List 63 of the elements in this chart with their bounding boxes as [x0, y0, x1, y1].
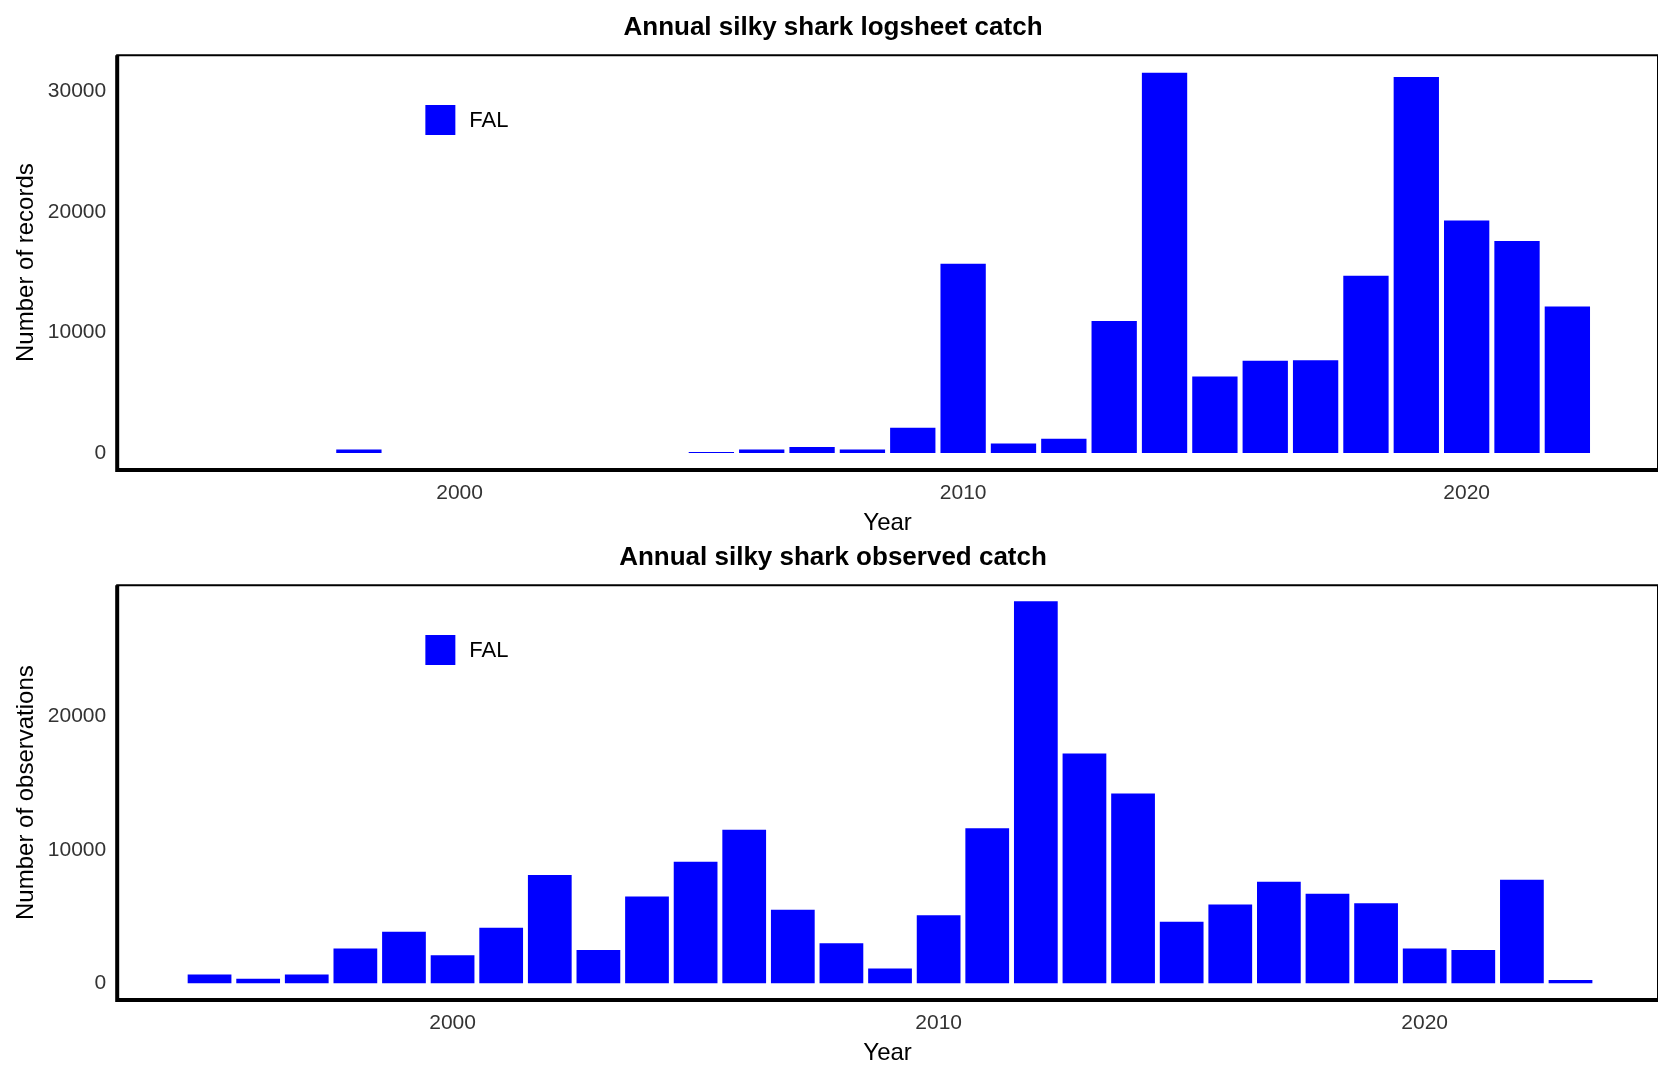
- bar: [284, 974, 329, 984]
- bar: [916, 915, 961, 984]
- bar: [1494, 240, 1540, 454]
- bar: [430, 955, 475, 984]
- bar: [1013, 601, 1058, 984]
- legend-label: FAL: [469, 107, 509, 133]
- chart-title: Annual silky shark observed catch: [619, 540, 1047, 571]
- bar: [1354, 903, 1398, 984]
- bar: [1192, 376, 1238, 454]
- x-tick-label: 2000: [436, 480, 483, 504]
- bar: [1159, 921, 1204, 984]
- bar: [1451, 949, 1496, 984]
- x-axis-title: Year: [863, 508, 912, 536]
- bar: [940, 263, 986, 454]
- x-axis-title: Year: [863, 1038, 912, 1066]
- bar: [673, 861, 718, 984]
- bar: [479, 927, 524, 984]
- bar: [625, 896, 669, 984]
- x-tick-label: 2010: [915, 1010, 962, 1034]
- legend-label: FAL: [469, 637, 509, 663]
- bar: [1402, 948, 1447, 984]
- bar: [1393, 76, 1439, 454]
- chart-title: Annual silky shark logsheet catch: [623, 10, 1043, 41]
- bar: [576, 949, 621, 984]
- bar: [868, 968, 912, 984]
- bar: [333, 948, 378, 984]
- y-tick-label: 10000: [47, 319, 107, 343]
- bar: [789, 447, 835, 454]
- bar: [1208, 904, 1253, 984]
- x-tick-label: 2000: [429, 1010, 476, 1034]
- bar: [965, 828, 1010, 984]
- y-tick-label: 20000: [47, 198, 107, 222]
- bar: [1544, 306, 1591, 454]
- bar: [1305, 893, 1350, 984]
- x-tick-label: 2010: [939, 480, 987, 504]
- bar: [1062, 753, 1107, 984]
- bar: [722, 829, 767, 984]
- bar: [990, 443, 1037, 454]
- x-tick-label: 2020: [1401, 1010, 1449, 1034]
- bar: [1257, 881, 1301, 984]
- y-tick-label: 20000: [47, 702, 107, 726]
- y-axis-title: Number of observations: [11, 665, 39, 920]
- bar: [527, 875, 572, 984]
- bar: [187, 974, 232, 984]
- bar: [1444, 220, 1490, 454]
- bar: [1343, 275, 1389, 454]
- y-tick-label: 0: [94, 439, 107, 463]
- bar: [1111, 793, 1155, 984]
- bar: [1242, 360, 1288, 454]
- bar: [1141, 72, 1188, 454]
- bar: [382, 931, 426, 984]
- bar: [1091, 321, 1137, 454]
- bar: [1041, 438, 1087, 454]
- y-tick-label: 0: [94, 970, 107, 994]
- y-tick-label: 30000: [47, 78, 107, 102]
- bar: [770, 909, 815, 984]
- x-tick-label: 2020: [1443, 480, 1491, 504]
- bar: [1292, 360, 1339, 454]
- y-axis-title: Number of records: [11, 163, 39, 362]
- bar: [1500, 879, 1544, 984]
- bar: [819, 943, 864, 984]
- bar: [890, 427, 936, 454]
- y-tick-label: 10000: [47, 836, 107, 860]
